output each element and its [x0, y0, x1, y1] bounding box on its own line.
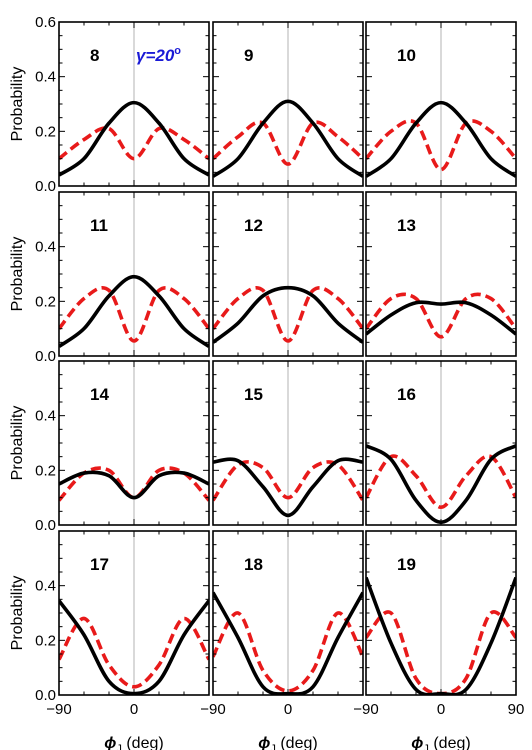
solid-series-line: [366, 100, 516, 178]
panel-label: 11: [90, 216, 108, 235]
series-group: [59, 466, 209, 502]
y-axis-label: Probability: [9, 576, 26, 651]
x-axis-label-sub: J: [270, 743, 276, 750]
series-group: [213, 285, 363, 344]
gamma-annotation-degree: o: [174, 45, 181, 57]
series-group: [366, 292, 516, 339]
x-tick-label: −90: [353, 701, 378, 718]
y-tick-label: 0.4: [35, 408, 56, 425]
panel-19: 19: [365, 530, 517, 696]
panel-10: 10: [365, 21, 517, 187]
series-group: [59, 100, 209, 177]
gamma-annotation: γ=20o: [136, 45, 181, 65]
x-axis-label-unit: (deg): [429, 735, 471, 750]
y-tick-label: 0.0: [35, 687, 56, 704]
panel-label: 12: [244, 216, 263, 235]
dashed-series-line: [366, 292, 516, 339]
x-axis-label-sub: J: [116, 743, 122, 750]
gamma-annotation-text: γ=20: [136, 46, 175, 65]
y-tick-label: 0.0: [35, 178, 56, 195]
dashed-series-line: [213, 460, 363, 502]
panel-label: 18: [244, 555, 263, 574]
panel-label: 10: [397, 46, 416, 65]
series-group: [213, 457, 363, 518]
panel-14: 14 0.0 0.2 0.4 Probability: [9, 360, 210, 534]
panel-9: 9: [212, 21, 364, 187]
x-tick-label: −90: [46, 701, 71, 718]
x-axis-label-var: ϕ: [411, 735, 423, 750]
y-tick-label: 0.4: [35, 69, 56, 86]
dashed-series-line: [59, 126, 209, 161]
solid-series-line: [213, 457, 363, 518]
panel-17: 17 0.0 0.2 0.4 Probability: [9, 530, 210, 704]
panel-label: 9: [244, 46, 253, 65]
panel-label: 19: [397, 555, 416, 574]
panel-label: 16: [397, 385, 416, 404]
x-axis-label-sub: J: [423, 743, 429, 750]
panel-label: 8: [90, 46, 99, 65]
y-tick-label: 0.0: [35, 348, 56, 365]
solid-series-line: [59, 470, 209, 500]
dashed-series-line: [59, 286, 209, 343]
y-tick-label: 0.2: [35, 462, 56, 479]
series-group: [366, 100, 516, 178]
solid-series-line: [59, 274, 209, 348]
x-tick-label: −90: [200, 701, 225, 718]
panel-18: 18: [212, 530, 364, 696]
panel-label: 15: [244, 385, 263, 404]
series-group: [59, 274, 209, 348]
dashed-series-line: [59, 616, 209, 689]
dashed-series-line: [213, 120, 363, 166]
x-axis-label-var: ϕ: [258, 735, 270, 750]
y-axis-label: Probability: [9, 406, 26, 481]
x-tick-label: 0: [130, 701, 138, 718]
y-tick-label: 0.6: [35, 14, 56, 31]
solid-series-line: [59, 100, 209, 177]
y-axis-label: Probability: [9, 67, 26, 142]
panel-13: 13: [365, 191, 517, 357]
solid-series-line: [213, 285, 363, 344]
y-tick-label: 0.2: [35, 123, 56, 140]
x-axis-label-var: ϕ: [104, 735, 116, 750]
dashed-series-line: [366, 454, 516, 510]
panel-15: 15: [212, 360, 364, 526]
dashed-series-line: [213, 286, 363, 343]
x-axis-label: ϕJ (deg): [411, 735, 470, 750]
y-tick-label: 0.2: [35, 632, 56, 649]
x-axis-label: ϕJ (deg): [258, 735, 317, 750]
panel-8: 8 0.0 0.2 0.4 0.6 Probability: [9, 14, 210, 195]
y-axis-label: Probability: [9, 237, 26, 312]
x-tick-label: 0: [437, 701, 445, 718]
x-axis-label: ϕJ (deg): [104, 735, 163, 750]
solid-series-line: [366, 300, 516, 336]
series-group: [213, 99, 363, 178]
dashed-series-line: [366, 119, 516, 172]
panel-label: 14: [90, 385, 109, 404]
panel-16: 16: [365, 360, 517, 526]
y-tick-label: 0.4: [35, 578, 56, 595]
y-tick-label: 0.4: [35, 239, 56, 256]
panel-11: 11 0.0 0.2 0.4 Probability: [9, 191, 210, 365]
x-axis-label-unit: (deg): [276, 735, 318, 750]
x-tick-label: 0: [284, 701, 292, 718]
solid-series-line: [213, 99, 363, 178]
x-tick-label: 90: [508, 701, 525, 718]
y-tick-label: 0.2: [35, 293, 56, 310]
x-axis-label-unit: (deg): [122, 735, 164, 750]
y-tick-label: 0.0: [35, 517, 56, 534]
panel-12: 12: [212, 191, 364, 357]
panel-label: 17: [90, 555, 109, 574]
panel-label: 13: [397, 216, 416, 235]
dashed-series-line: [213, 611, 363, 693]
